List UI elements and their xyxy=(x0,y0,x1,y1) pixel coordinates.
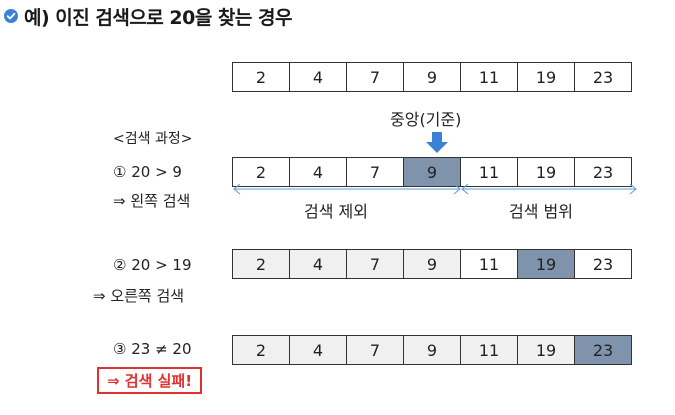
array-row-step3: 2 4 7 9 11 19 23 xyxy=(232,335,632,365)
check-circle-icon xyxy=(4,9,18,23)
array-cell: 4 xyxy=(289,249,347,279)
array-cell: 23 xyxy=(574,249,632,279)
array-cell: 2 xyxy=(232,62,290,92)
array-cell: 23 xyxy=(574,62,632,92)
page-title: 예) 이진 검색으로 20을 찾는 경우 xyxy=(24,6,292,29)
array-cell: 2 xyxy=(232,157,290,187)
array-cell: 9 xyxy=(403,335,461,365)
step3-condition: ③ 23 ≠ 20 xyxy=(113,340,192,358)
range-label: 검색 범위 xyxy=(509,202,573,221)
array-cell: 19 xyxy=(517,335,575,365)
process-label: <검색 과정> xyxy=(113,131,193,147)
step2-action: ⇒ 오른쪽 검색 xyxy=(93,287,185,305)
center-label: 중앙(기준) xyxy=(390,110,462,129)
array-cell: 11 xyxy=(460,335,518,365)
array-row-step2: 2 4 7 9 11 19 23 xyxy=(232,249,632,279)
array-cell: 4 xyxy=(289,335,347,365)
search-range-arrow xyxy=(461,183,637,195)
array-row-initial: 2 4 7 9 11 19 23 xyxy=(232,62,632,92)
array-cell: 19 xyxy=(517,62,575,92)
array-cell: 4 xyxy=(289,62,347,92)
step2-condition: ② 20 > 19 xyxy=(113,256,192,274)
array-cell: 11 xyxy=(460,249,518,279)
range-arrows xyxy=(233,183,637,195)
exclude-label: 검색 제외 xyxy=(304,202,368,221)
array-cell: 4 xyxy=(289,157,347,187)
array-cell: 2 xyxy=(232,249,290,279)
title-row: 예) 이진 검색으로 20을 찾는 경우 xyxy=(4,2,292,30)
array-cell: 23 xyxy=(574,157,632,187)
array-cell: 2 xyxy=(232,335,290,365)
array-row-step1: 2 4 7 9 11 19 23 xyxy=(232,157,632,187)
exclude-range-arrow xyxy=(233,183,461,195)
array-cell: 19 xyxy=(517,157,575,187)
array-cell: 11 xyxy=(460,157,518,187)
step1-action: ⇒ 왼쪽 검색 xyxy=(113,192,191,210)
down-arrow-icon xyxy=(426,132,448,153)
search-fail-box: ⇒ 검색 실패! xyxy=(97,367,203,394)
array-cell-center: 19 xyxy=(517,249,575,279)
array-cell: 9 xyxy=(403,62,461,92)
array-cell: 7 xyxy=(346,335,404,365)
array-cell: 7 xyxy=(346,62,404,92)
array-cell: 9 xyxy=(403,249,461,279)
array-cell: 7 xyxy=(346,249,404,279)
step1-condition: ① 20 > 9 xyxy=(113,163,182,181)
array-cell-center: 23 xyxy=(574,335,632,365)
array-cell: 11 xyxy=(460,62,518,92)
